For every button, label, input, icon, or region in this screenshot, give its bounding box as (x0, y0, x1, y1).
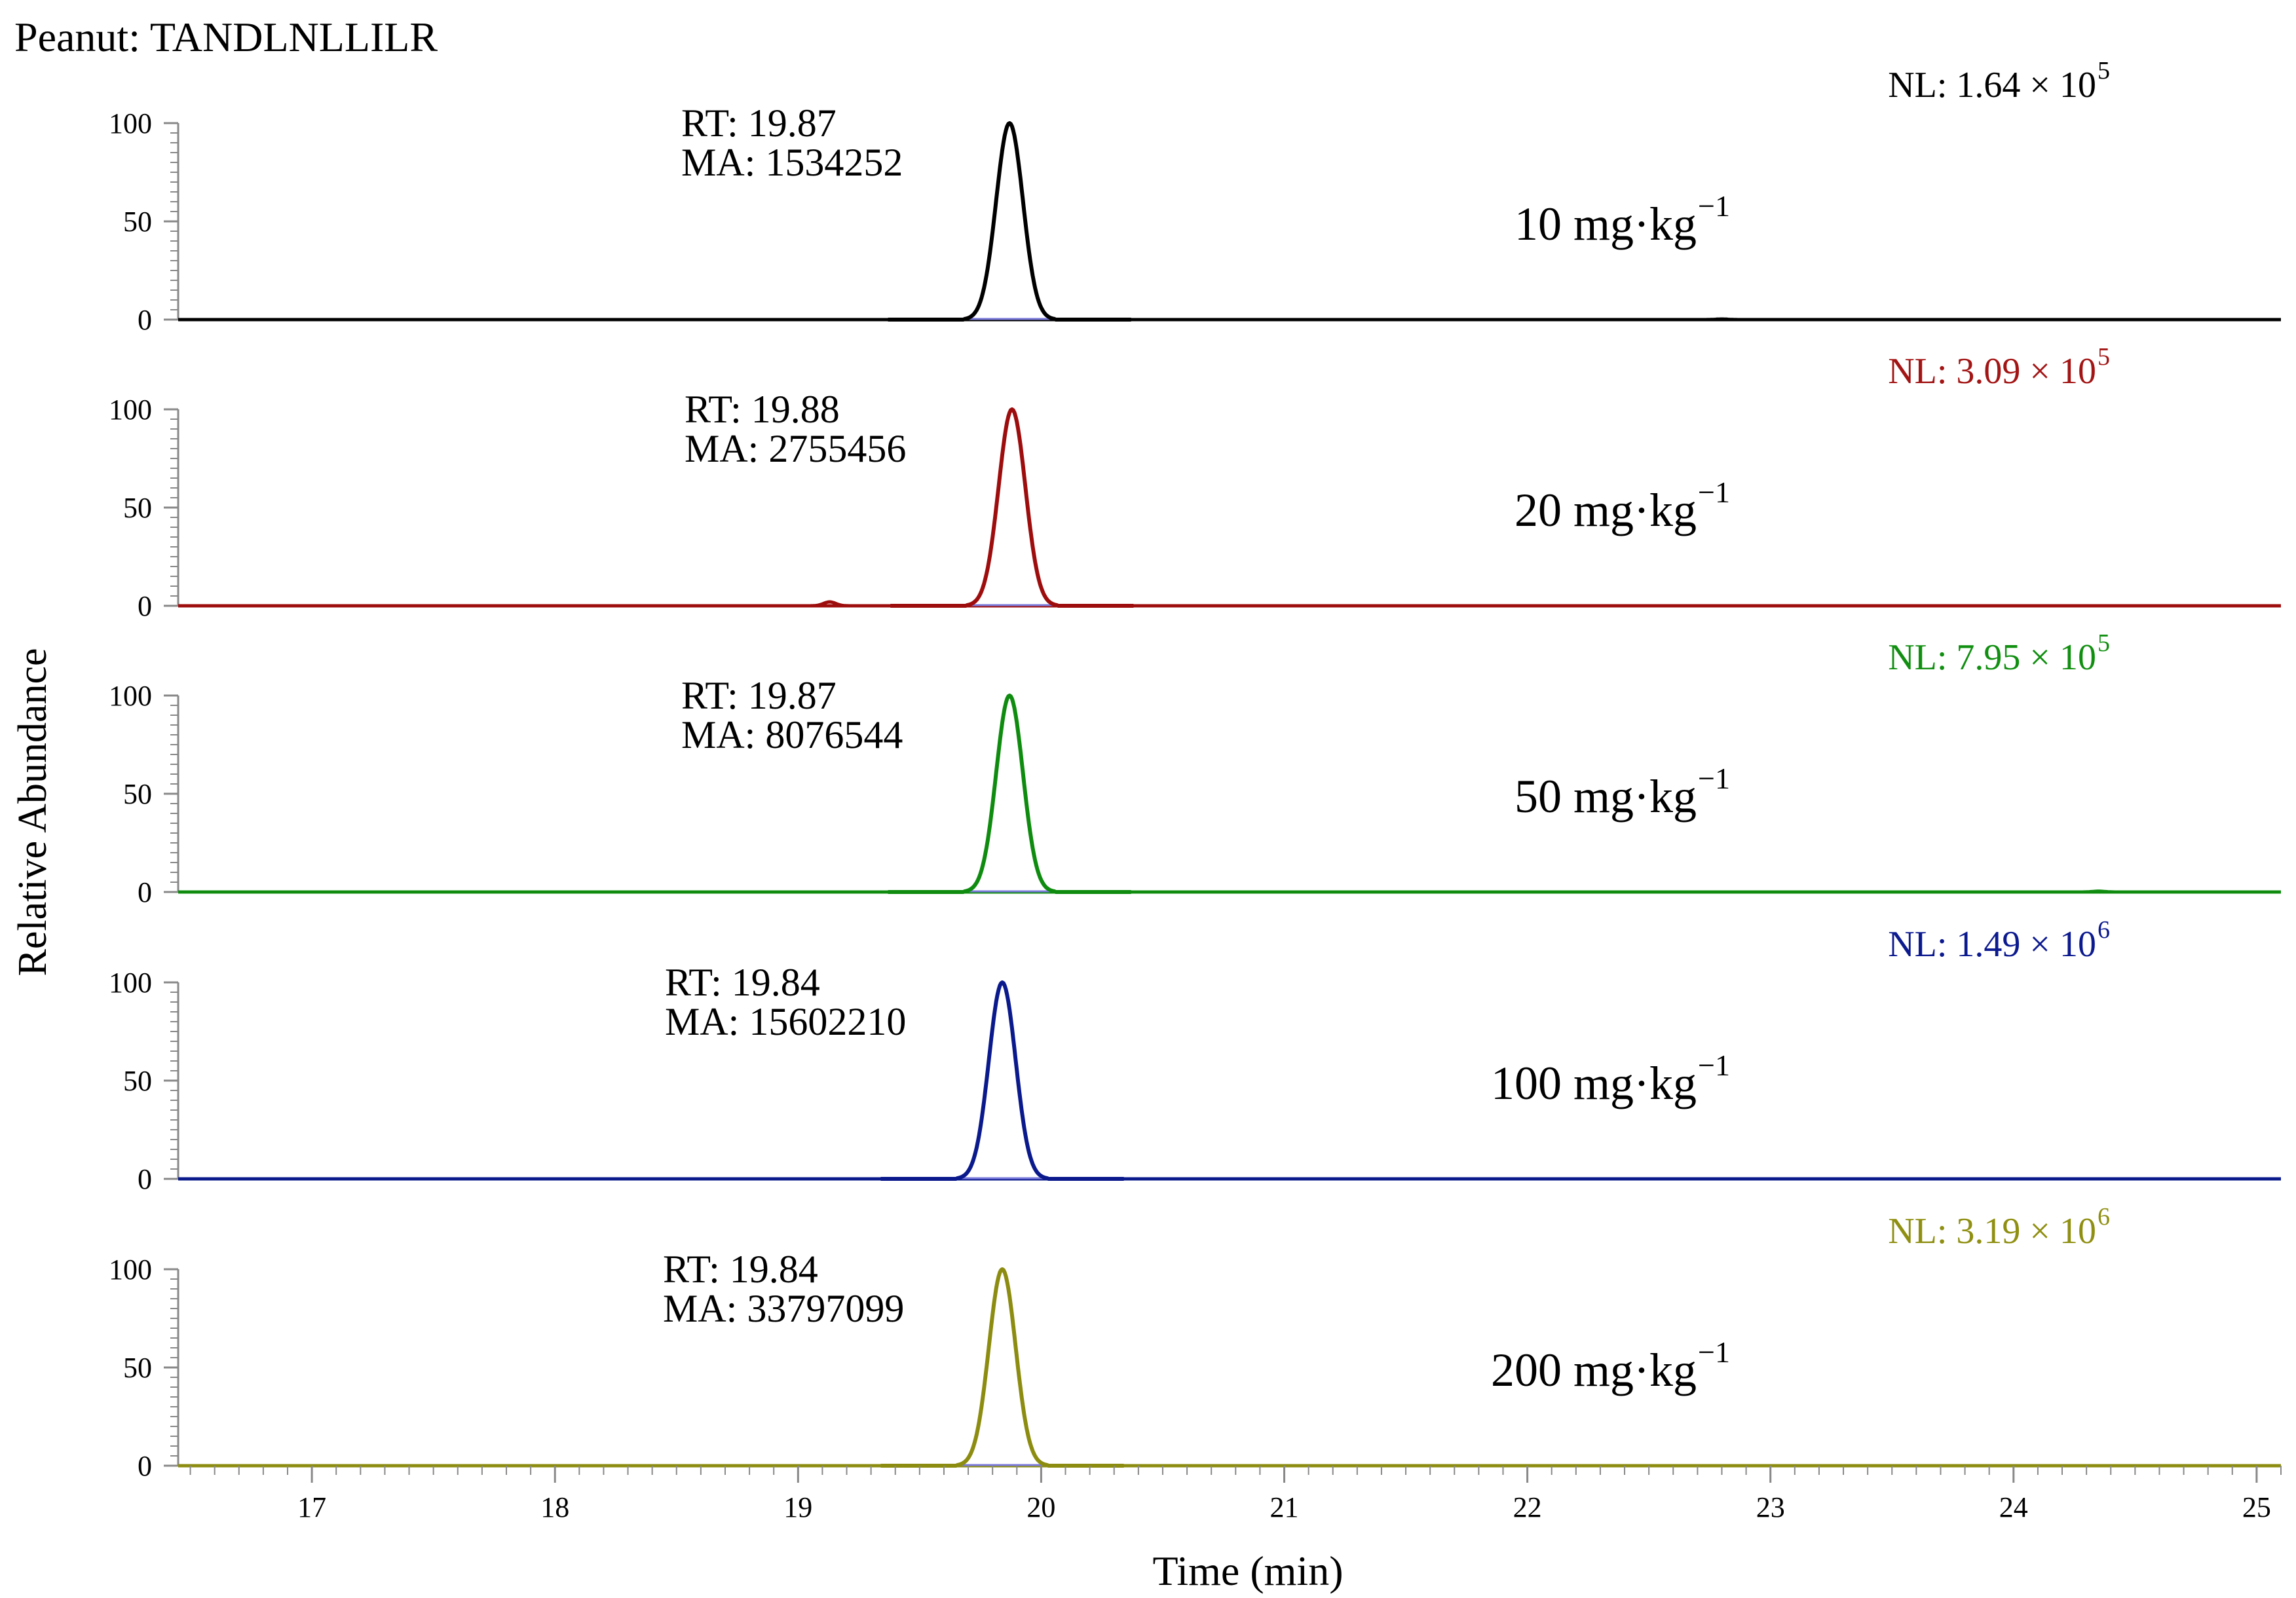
x-tick-label: 19 (783, 1491, 812, 1523)
nl-label: NL: 7.95 × 10 (1888, 637, 2096, 678)
y-tick-label: 0 (138, 590, 152, 622)
concentration-exponent: −1 (1698, 475, 1730, 509)
nl-label: NL: 1.49 × 10 (1888, 924, 2096, 965)
chart-title: Peanut: TANDLNLLILR (14, 14, 438, 60)
x-tick-label: 25 (2242, 1491, 2271, 1523)
concentration-label: 200 mg·kg (1491, 1344, 1697, 1396)
x-axis: 17 18 19 20 21 22 23 24 25 (189, 1466, 2282, 1523)
nl-label: NL: 3.19 × 10 (1888, 1211, 2096, 1252)
y-tick-label: 100 (109, 394, 152, 426)
concentration-label: 10 mg·kg (1515, 198, 1697, 250)
concentration-exponent: −1 (1698, 1335, 1730, 1369)
nl-exponent: 5 (2098, 343, 2110, 371)
nl-label: NL: 3.09 × 10 (1888, 351, 2096, 392)
y-tick-label: 0 (138, 1163, 152, 1195)
concentration-exponent: −1 (1698, 189, 1730, 223)
concentration-label: 20 mg·kg (1515, 484, 1697, 536)
y-tick-label: 100 (109, 680, 152, 712)
concentration-label: 50 mg·kg (1515, 770, 1697, 823)
ma-annotation: MA: 33797099 (663, 1287, 904, 1330)
concentration-label: 100 mg·kg (1491, 1057, 1697, 1109)
y-tick-label: 0 (138, 1450, 152, 1482)
x-tick-label: 18 (540, 1491, 569, 1523)
y-tick-label: 100 (109, 1254, 152, 1286)
peak-trace (887, 694, 1132, 894)
y-tick-label: 50 (123, 778, 152, 810)
x-tick-label: 21 (1270, 1491, 1298, 1523)
ma-annotation: MA: 1534252 (681, 141, 903, 184)
peak-trace (887, 121, 1132, 322)
minor-peak-trace (1697, 317, 1746, 322)
ma-annotation: MA: 8076544 (681, 713, 903, 756)
ma-annotation: MA: 15602210 (665, 1000, 906, 1043)
concentration-exponent: −1 (1698, 1049, 1730, 1082)
rt-annotation: RT: 19.87 (681, 102, 837, 145)
nl-exponent: 6 (2098, 916, 2110, 944)
peak-trace (880, 1267, 1125, 1468)
concentration-exponent: −1 (1698, 762, 1730, 795)
y-tick-label: 50 (123, 492, 152, 524)
rt-annotation: RT: 19.84 (665, 961, 820, 1004)
y-tick-label: 100 (109, 107, 152, 139)
x-axis-label: Time (min) (1153, 1548, 1344, 1594)
y-tick-label: 100 (109, 967, 152, 999)
x-tick-label: 20 (1026, 1491, 1055, 1523)
nl-label: NL: 1.64 × 10 (1888, 65, 2096, 105)
x-tick-label: 22 (1513, 1491, 1542, 1523)
rt-annotation: RT: 19.84 (663, 1248, 818, 1291)
x-tick-label: 17 (297, 1491, 326, 1523)
rt-annotation: RT: 19.88 (685, 388, 840, 431)
ma-annotation: MA: 2755456 (685, 427, 906, 470)
y-axis-label: Relative Abundance (10, 648, 55, 976)
x-tick-label: 24 (1999, 1491, 2028, 1523)
minor-peak-trace (2074, 889, 2123, 894)
rt-annotation: RT: 19.87 (681, 674, 837, 717)
minor-peak-trace (805, 600, 854, 608)
y-tick-label: 50 (123, 206, 152, 238)
y-tick-label: 50 (123, 1352, 152, 1384)
y-tick-label: 0 (138, 876, 152, 908)
x-tick-label: 23 (1756, 1491, 1785, 1523)
y-tick-label: 0 (138, 304, 152, 336)
nl-exponent: 5 (2098, 57, 2110, 84)
nl-exponent: 6 (2098, 1203, 2110, 1231)
nl-exponent: 5 (2098, 629, 2110, 657)
peak-trace (880, 980, 1125, 1181)
y-tick-label: 50 (123, 1065, 152, 1097)
peak-trace (890, 407, 1135, 608)
